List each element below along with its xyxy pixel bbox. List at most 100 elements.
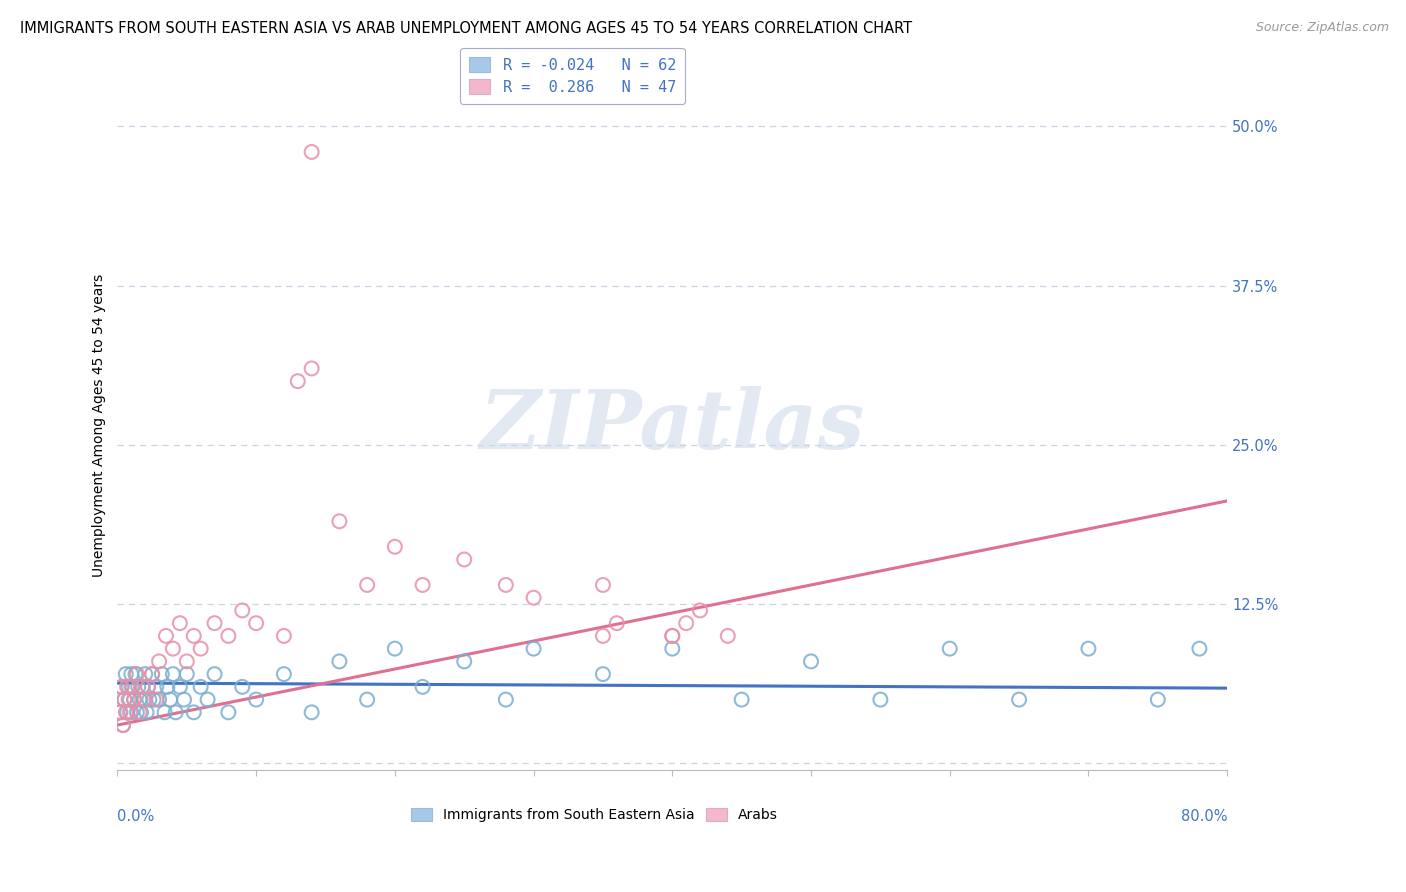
Point [132, 692, 155, 706]
Point [136, 680, 159, 694]
Point [453, 654, 475, 668]
Point [231, 603, 253, 617]
Point [231, 680, 253, 694]
Point [150, 667, 173, 681]
Point [495, 578, 517, 592]
Y-axis label: Unemployment Among Ages 45 to 54 years: Unemployment Among Ages 45 to 54 years [93, 274, 107, 577]
Point [190, 680, 212, 694]
Point [121, 680, 143, 694]
Point [136, 680, 159, 694]
Text: Source: ZipAtlas.com: Source: ZipAtlas.com [1256, 21, 1389, 34]
Point [592, 578, 614, 592]
Point [141, 667, 163, 681]
Point [134, 692, 156, 706]
Point [730, 692, 752, 706]
Point [122, 692, 145, 706]
Legend: Immigrants from South Eastern Asia, Arabs: Immigrants from South Eastern Asia, Arab… [406, 803, 783, 828]
Text: 80.0%: 80.0% [1181, 808, 1227, 823]
Point [131, 680, 153, 694]
Point [183, 706, 205, 720]
Point [204, 667, 226, 681]
Point [661, 641, 683, 656]
Point [120, 706, 142, 720]
Point [112, 692, 135, 706]
Point [412, 680, 434, 694]
Point [128, 706, 150, 720]
Point [245, 692, 267, 706]
Point [138, 692, 160, 706]
Point [1188, 641, 1211, 656]
Point [176, 667, 198, 681]
Point [1008, 692, 1031, 706]
Point [145, 692, 167, 706]
Point [217, 706, 239, 720]
Point [197, 692, 219, 706]
Point [169, 680, 191, 694]
Point [301, 145, 323, 159]
Point [273, 667, 295, 681]
Text: 0.0%: 0.0% [118, 808, 155, 823]
Point [162, 641, 184, 656]
Point [169, 616, 191, 631]
Point [217, 629, 239, 643]
Point [606, 616, 628, 631]
Point [661, 629, 683, 643]
Point [111, 718, 134, 732]
Point [495, 692, 517, 706]
Point [114, 667, 136, 681]
Point [159, 692, 181, 706]
Point [328, 654, 350, 668]
Point [800, 654, 823, 668]
Point [122, 692, 145, 706]
Point [148, 654, 170, 668]
Point [176, 654, 198, 668]
Point [135, 706, 157, 720]
Point [204, 616, 226, 631]
Point [412, 578, 434, 592]
Point [131, 680, 153, 694]
Point [112, 692, 135, 706]
Point [675, 616, 697, 631]
Point [115, 680, 138, 694]
Point [173, 692, 195, 706]
Point [124, 667, 146, 681]
Point [128, 692, 150, 706]
Point [356, 692, 378, 706]
Point [384, 540, 406, 554]
Text: ZIPatlas: ZIPatlas [479, 385, 865, 466]
Point [1146, 692, 1168, 706]
Point [141, 667, 163, 681]
Point [156, 680, 179, 694]
Point [183, 629, 205, 643]
Point [592, 629, 614, 643]
Point [287, 374, 309, 388]
Point [1077, 641, 1099, 656]
Point [117, 680, 139, 694]
Point [938, 641, 960, 656]
Point [110, 680, 132, 694]
Point [384, 641, 406, 656]
Point [153, 706, 176, 720]
Point [115, 706, 138, 720]
Point [162, 667, 184, 681]
Point [110, 706, 132, 720]
Point [453, 552, 475, 566]
Point [118, 692, 141, 706]
Point [190, 641, 212, 656]
Point [134, 667, 156, 681]
Point [523, 641, 546, 656]
Point [142, 692, 165, 706]
Point [145, 680, 167, 694]
Point [165, 706, 187, 720]
Point [301, 361, 323, 376]
Point [328, 514, 350, 528]
Point [125, 706, 148, 720]
Point [592, 667, 614, 681]
Point [148, 692, 170, 706]
Point [114, 706, 136, 720]
Point [356, 578, 378, 592]
Point [155, 629, 177, 643]
Point [127, 680, 149, 694]
Point [110, 706, 132, 720]
Point [869, 692, 891, 706]
